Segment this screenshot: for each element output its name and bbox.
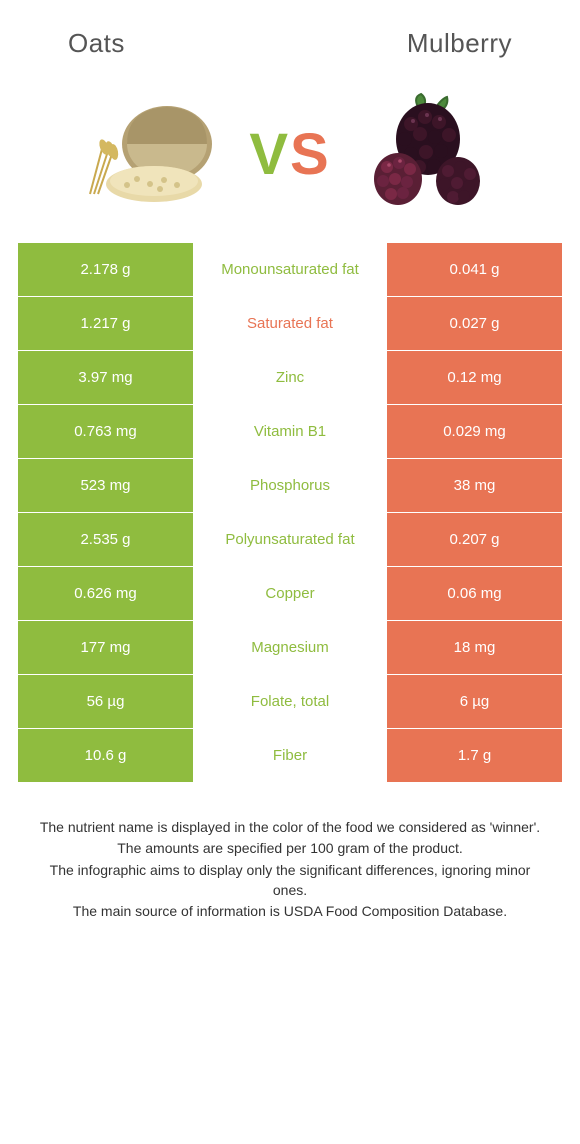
right-value-cell: 38 mg	[387, 459, 562, 512]
left-value-cell: 0.763 mg	[18, 405, 193, 458]
table-row: 2.178 gMonounsaturated fat0.041 g	[18, 243, 562, 297]
right-value-cell: 0.027 g	[387, 297, 562, 350]
images-row: VS	[18, 89, 562, 243]
right-value-cell: 18 mg	[387, 621, 562, 674]
comparison-infographic: Oats Mulberry VS	[0, 0, 580, 921]
nutrient-name-cell: Folate, total	[193, 675, 387, 728]
footer-line: The infographic aims to display only the…	[34, 860, 546, 901]
right-value-cell: 0.207 g	[387, 513, 562, 566]
nutrient-name-cell: Copper	[193, 567, 387, 620]
table-row: 177 mgMagnesium18 mg	[18, 621, 562, 675]
nutrient-name-cell: Zinc	[193, 351, 387, 404]
table-row: 3.97 mgZinc0.12 mg	[18, 351, 562, 405]
left-value-cell: 0.626 mg	[18, 567, 193, 620]
footer-line: The amounts are specified per 100 gram o…	[34, 838, 546, 858]
footer-notes: The nutrient name is displayed in the co…	[18, 783, 562, 921]
table-row: 1.217 gSaturated fat0.027 g	[18, 297, 562, 351]
footer-line: The nutrient name is displayed in the co…	[34, 817, 546, 837]
right-value-cell: 1.7 g	[387, 729, 562, 782]
nutrient-name-cell: Fiber	[193, 729, 387, 782]
left-value-cell: 10.6 g	[18, 729, 193, 782]
nutrient-name-cell: Vitamin B1	[193, 405, 387, 458]
table-row: 10.6 gFiber1.7 g	[18, 729, 562, 783]
left-value-cell: 1.217 g	[18, 297, 193, 350]
left-value-cell: 56 µg	[18, 675, 193, 728]
nutrient-name-cell: Polyunsaturated fat	[193, 513, 387, 566]
nutrient-name-cell: Phosphorus	[193, 459, 387, 512]
left-value-cell: 3.97 mg	[18, 351, 193, 404]
table-row: 2.535 gPolyunsaturated fat0.207 g	[18, 513, 562, 567]
nutrient-name-cell: Saturated fat	[193, 297, 387, 350]
left-value-cell: 523 mg	[18, 459, 193, 512]
table-row: 56 µgFolate, total6 µg	[18, 675, 562, 729]
right-food-title: Mulberry	[407, 28, 512, 59]
table-row: 523 mgPhosphorus38 mg	[18, 459, 562, 513]
right-value-cell: 0.041 g	[387, 243, 562, 296]
header-row: Oats Mulberry	[18, 20, 562, 89]
right-value-cell: 0.12 mg	[387, 351, 562, 404]
nutrient-name-cell: Magnesium	[193, 621, 387, 674]
oats-image	[72, 89, 237, 219]
comparison-table: 2.178 gMonounsaturated fat0.041 g1.217 g…	[18, 243, 562, 783]
vs-s-letter: S	[290, 122, 331, 187]
table-row: 0.763 mgVitamin B10.029 mg	[18, 405, 562, 459]
vs-label: VS	[249, 121, 330, 188]
nutrient-name-cell: Monounsaturated fat	[193, 243, 387, 296]
vs-v-letter: V	[249, 122, 290, 187]
right-value-cell: 0.06 mg	[387, 567, 562, 620]
right-value-cell: 0.029 mg	[387, 405, 562, 458]
left-value-cell: 2.535 g	[18, 513, 193, 566]
footer-line: The main source of information is USDA F…	[34, 901, 546, 921]
table-row: 0.626 mgCopper0.06 mg	[18, 567, 562, 621]
left-value-cell: 177 mg	[18, 621, 193, 674]
left-value-cell: 2.178 g	[18, 243, 193, 296]
right-value-cell: 6 µg	[387, 675, 562, 728]
mulberry-image	[343, 89, 508, 219]
left-food-title: Oats	[68, 28, 125, 59]
